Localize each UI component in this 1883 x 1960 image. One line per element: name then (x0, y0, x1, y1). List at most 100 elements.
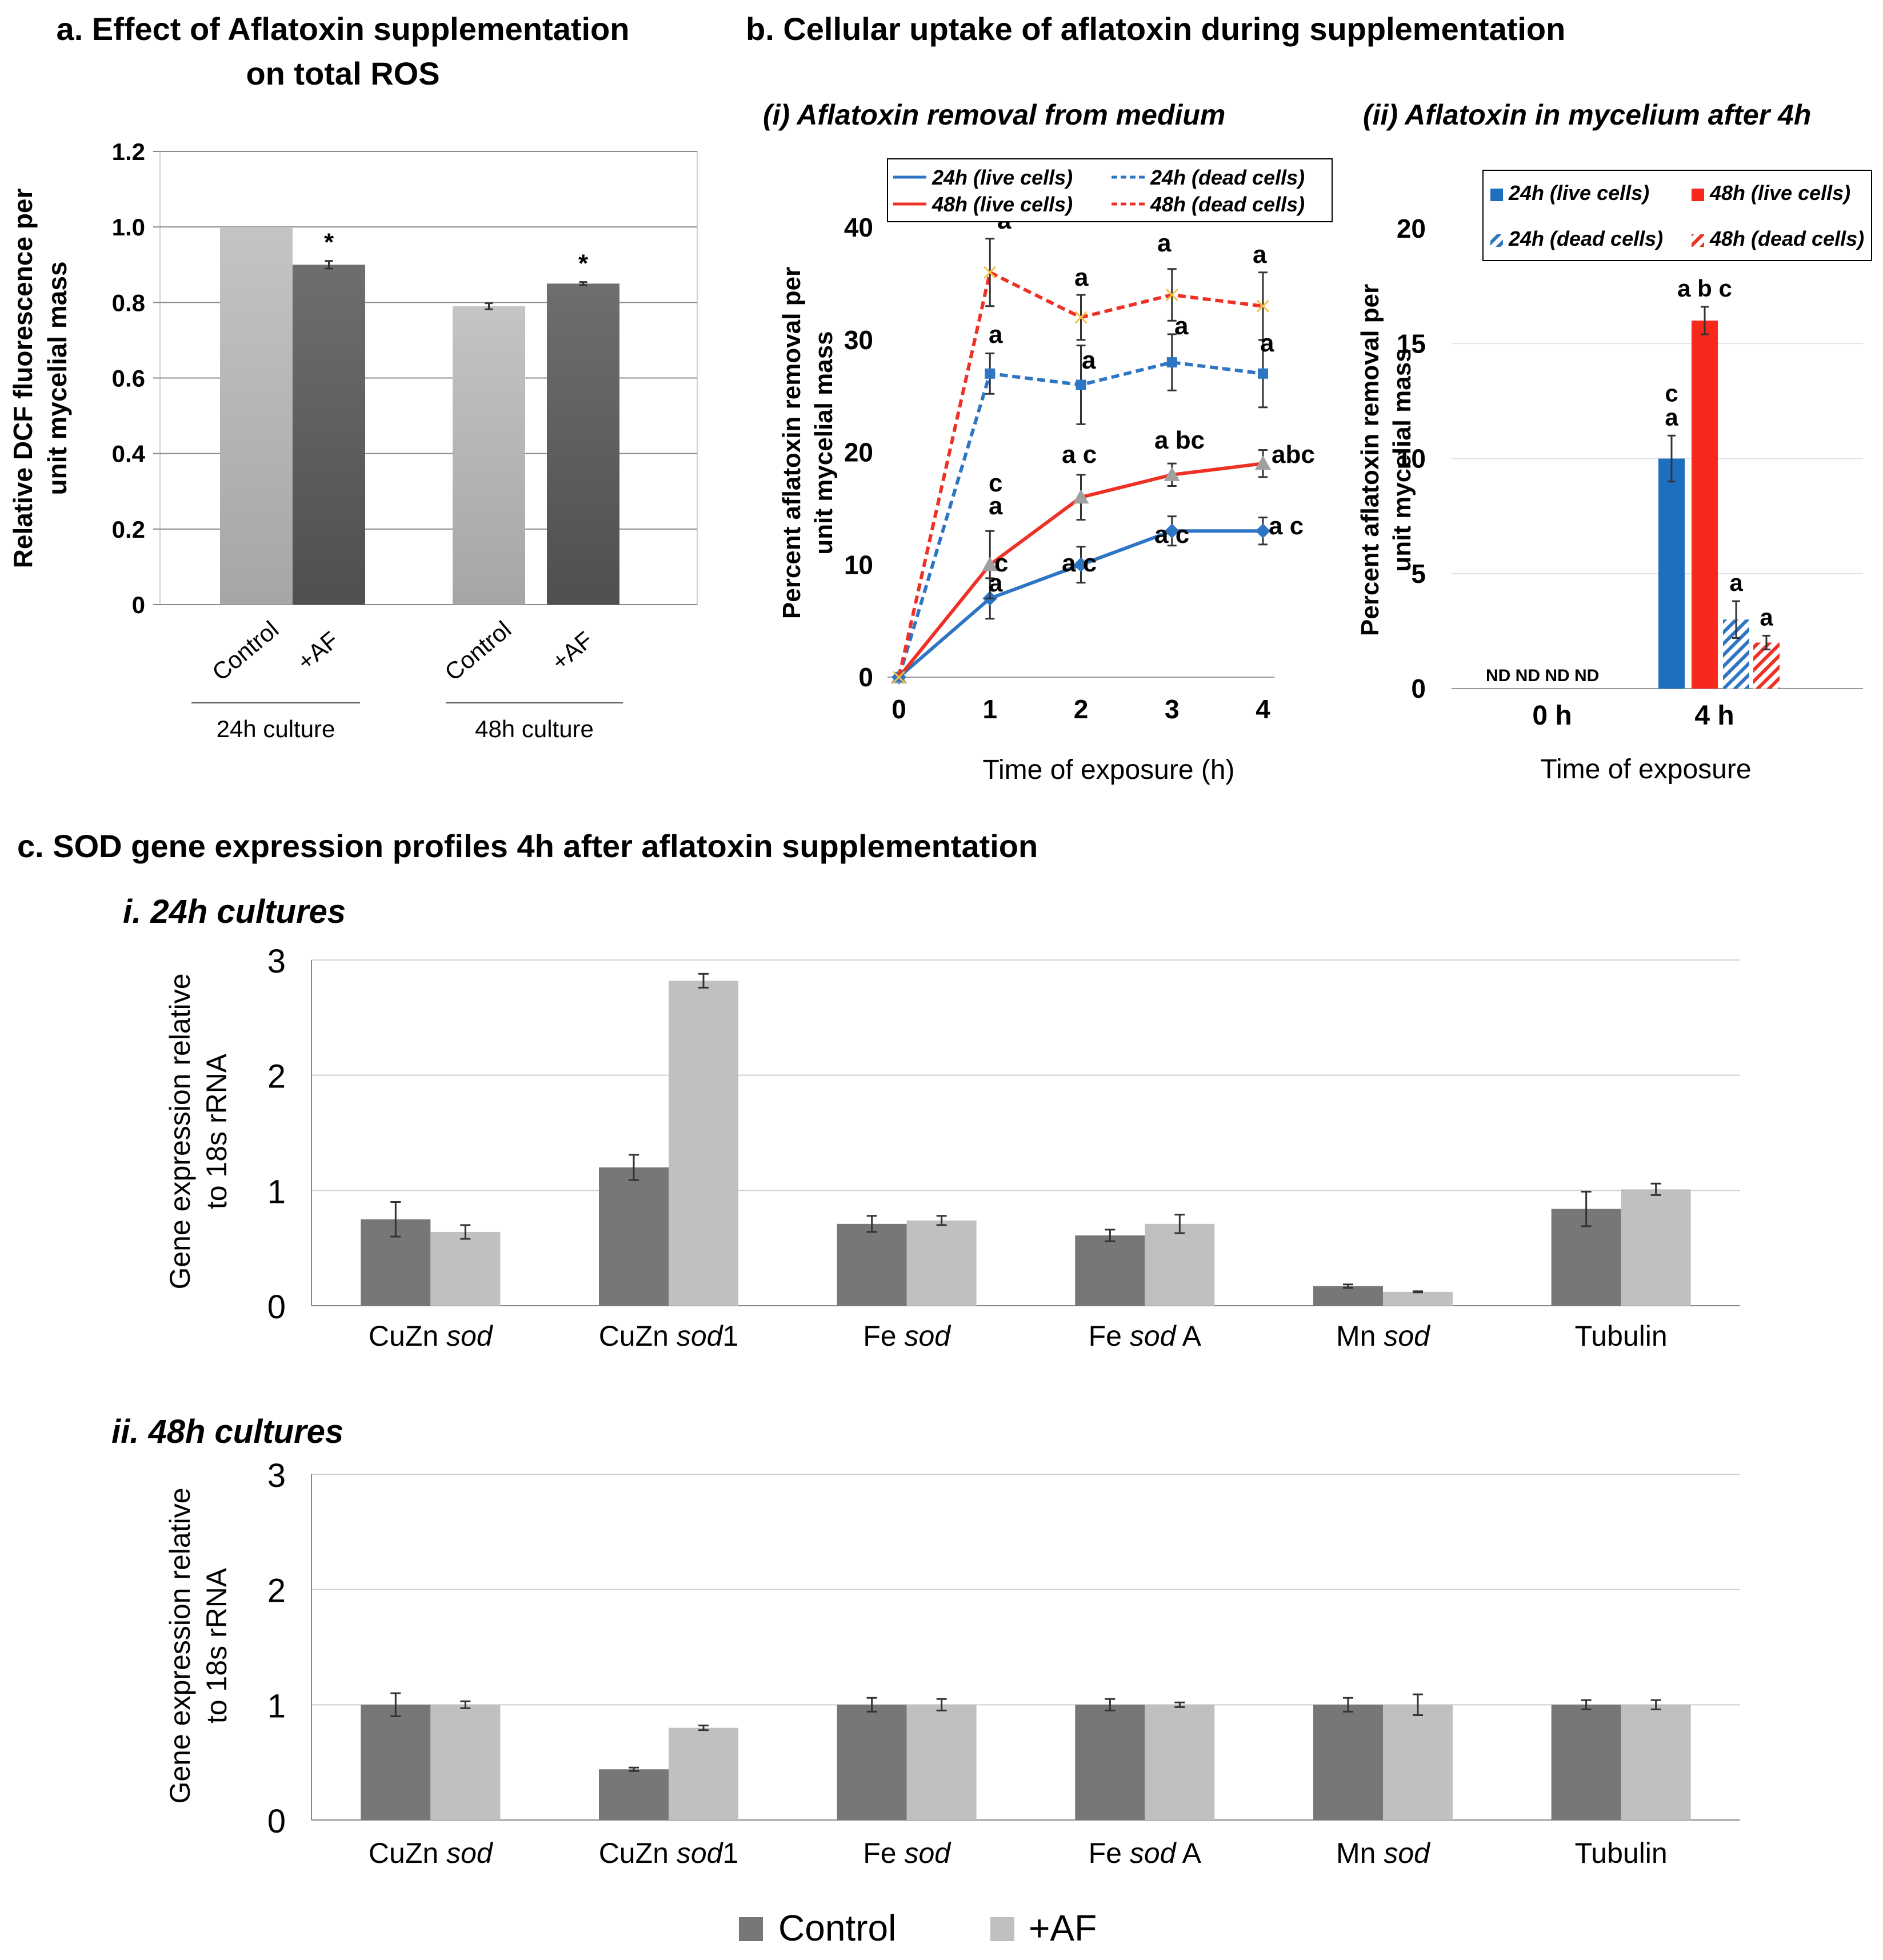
category-label-italic: sod (1384, 1320, 1431, 1352)
bar-+AF-5 (1621, 1189, 1691, 1306)
category-label-part: CuZn (369, 1320, 446, 1352)
legend-swatch-af (990, 1917, 1014, 1941)
bar-+AF-0 (430, 1705, 501, 1820)
bar-Control-1 (599, 1167, 669, 1306)
data-point (1073, 557, 1089, 573)
y-tick-label: 0 (267, 1289, 286, 1326)
significance-label: a (1729, 569, 1743, 596)
y-tick-label: 2 (267, 1573, 286, 1610)
category-label-italic: sod (904, 1320, 952, 1352)
legend-label: 48h (dead cells) (1709, 227, 1864, 250)
y-axis-label-line2: to 18s rRNA (201, 1567, 233, 1723)
category-label-part: CuZn (599, 1837, 677, 1869)
panel-b: b. Cellular uptake of aflatoxin during s… (746, 11, 1872, 785)
x-tick-label: 4 (1256, 694, 1270, 724)
chart-title: ii. 48h cultures (111, 1413, 343, 1450)
legend-swatch (1490, 189, 1503, 201)
legend-label-af: +AF (1029, 1907, 1097, 1949)
chart-title: i. 24h cultures (123, 893, 346, 930)
category-label-part: CuZn (369, 1837, 446, 1869)
y-axis-label-line2: unit mycelial mass (810, 331, 838, 554)
y-axis-label: Percent aflatoxin removal per unit myceli… (778, 267, 838, 619)
bar-+AF-0 (430, 1231, 501, 1306)
category-label: Tubulin (1575, 1837, 1668, 1869)
significance-label: a c (1062, 441, 1097, 469)
legend-label: 48h (live cells) (1709, 181, 1850, 205)
panel-c: c. SOD gene expression profiles 4h after… (17, 828, 1740, 1949)
category-label-part: 1 (722, 1837, 738, 1869)
legend-swatch (1692, 189, 1704, 201)
y-tick-label: 0.4 (112, 441, 146, 467)
bar-label: +AF (546, 626, 598, 675)
category-label-part: Mn (1336, 1837, 1384, 1869)
bar-+AF-4 (1383, 1705, 1453, 1820)
category-label: CuZn sod (369, 1837, 494, 1869)
bar-+AF-2 (906, 1705, 977, 1820)
panel-a-title-line2: on total ROS (246, 55, 439, 91)
legend-swatch (1490, 234, 1503, 247)
y-axis-label: Relative DCF fluorescence per unit myceli… (8, 189, 72, 569)
significance-label: a c (1154, 521, 1189, 549)
ros-bar-chart: 0 0.2 0.4 0.6 0.8 1.0 1.2 Relative DCF fluoresc… (8, 138, 698, 742)
data-point (1164, 523, 1180, 539)
data-point (1255, 455, 1271, 470)
aflatoxin-mycelium-bar-chart: 0 5 10 15 20 Percent aflatoxin removal per uni… (1356, 170, 1872, 785)
legend-swatch-control (739, 1917, 763, 1941)
bar-Control-3 (1075, 1705, 1145, 1820)
x-axis-label: Time of exposure (1540, 754, 1751, 785)
bar-Control-2 (837, 1223, 907, 1306)
category-label-italic: sod (446, 1320, 494, 1352)
bar-1-0 (453, 306, 525, 605)
panel-b-title: b. Cellular uptake of aflatoxin during s… (746, 11, 1565, 47)
legend-swatch (1692, 234, 1704, 247)
legend-label: 24h (live cells) (1508, 181, 1649, 205)
legend-label: 48h (dead cells) (1150, 193, 1305, 216)
category-label-part: 1 (722, 1320, 738, 1352)
significance-label: a (1157, 229, 1172, 257)
legend-box (1482, 170, 1872, 261)
y-tick-label: 2 (267, 1058, 286, 1095)
bar-4h-1 (1692, 321, 1718, 689)
category-label-italic: sod (677, 1320, 724, 1352)
category-label-italic: sod (677, 1837, 724, 1869)
x-tick-label: 2 (1074, 694, 1089, 724)
significance-label: a (1174, 312, 1189, 340)
y-tick-label: 0.6 (112, 365, 145, 392)
significance-label: a c (1269, 512, 1304, 540)
bar-Control-4 (1313, 1286, 1383, 1306)
category-label: Tubulin (1575, 1320, 1668, 1352)
x-tick-label: 4 h (1694, 701, 1734, 731)
y-axis-label-line2: to 18s rRNA (201, 1053, 233, 1209)
y-axis-label-line1: Relative DCF fluorescence per (8, 189, 38, 569)
panel-c-title: c. SOD gene expression profiles 4h after… (17, 828, 1038, 864)
legend-label: 24h (live cells) (931, 166, 1073, 189)
aflatoxin-removal-line-chart: 0 10 20 30 40 0 1 2 3 4 Time of exposure (h) Percen… (778, 158, 1333, 785)
y-tick-label: 1.0 (112, 214, 145, 241)
category-label-part: CuZn (599, 1320, 677, 1352)
bar-Control-0 (361, 1705, 431, 1820)
data-point (1165, 288, 1178, 302)
data-point (1164, 466, 1180, 481)
y-tick-label: 5 (1411, 559, 1426, 589)
bar-0-1 (293, 265, 365, 605)
significance-label: a (1260, 329, 1274, 357)
panel-a-title-line1: a. Effect of Aflatoxin supplementation (57, 11, 630, 47)
y-tick-label: 20 (1397, 214, 1426, 243)
y-tick-label: 3 (267, 1457, 286, 1494)
category-label: CuZn sod1 (599, 1320, 739, 1352)
sod-48h-bar-chart: ii. 48h cultures 0 1 2 3 Gene expression rela… (111, 1413, 1740, 1869)
bar-Control-3 (1075, 1235, 1145, 1306)
x-axis-label: Time of exposure (h) (982, 755, 1234, 785)
bar-0-0 (220, 227, 293, 605)
not-detected-label: ND ND ND ND (1486, 666, 1599, 685)
y-axis-label-line1: Gene expression relative (164, 973, 196, 1289)
data-point (982, 557, 998, 571)
y-tick-label: 10 (844, 550, 873, 579)
significance-label: a c (1062, 549, 1097, 577)
significance-label: a (1082, 346, 1096, 374)
y-tick-label: 40 (844, 213, 873, 242)
category-label: Fe sod (863, 1320, 952, 1352)
bar-1-1 (547, 283, 619, 605)
legend-label: 24h (dead cells) (1150, 166, 1305, 189)
